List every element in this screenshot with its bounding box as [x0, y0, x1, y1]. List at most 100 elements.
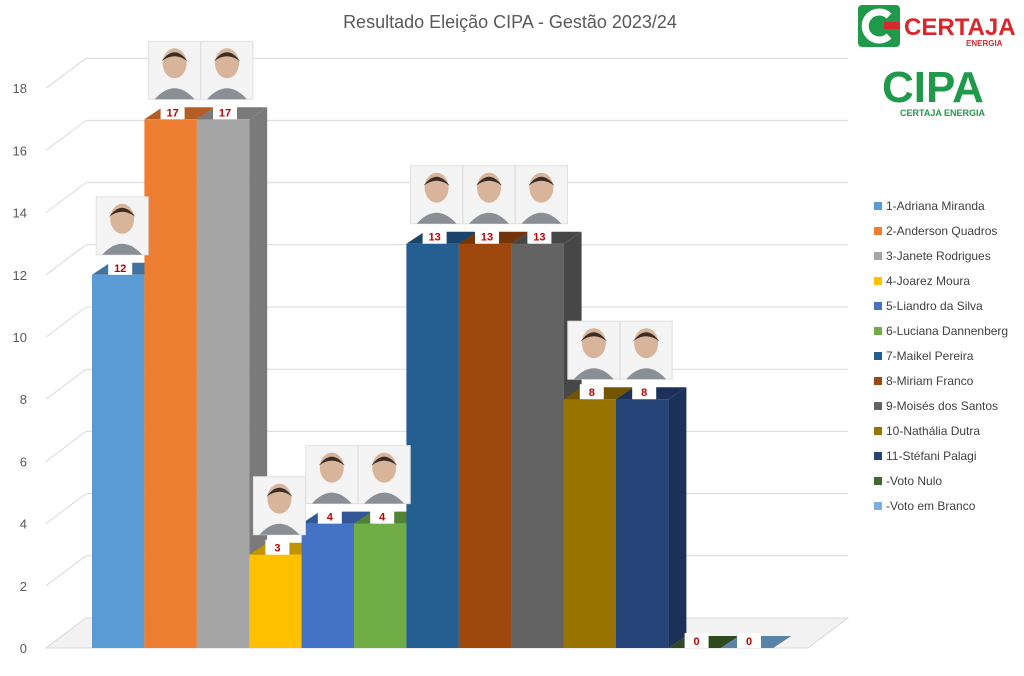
bar-front [196, 119, 250, 649]
data-label-text: 3 [274, 543, 280, 555]
data-label: 13 [422, 228, 447, 244]
gridline-diag [45, 306, 87, 338]
data-label-bg [317, 508, 342, 524]
legend-swatch [874, 476, 882, 485]
y-tick-label: 18 [13, 81, 27, 96]
data-label-bg [527, 228, 552, 244]
y-tick-label: 2 [20, 579, 27, 594]
y-tick-label: 12 [13, 268, 27, 283]
legend-item: 8-Miriam Franco [874, 373, 1008, 398]
legend-item: 3-Janete Rodrigues [874, 248, 1008, 273]
bar-front [92, 274, 145, 648]
data-label: 0 [737, 633, 761, 648]
legend-item: 2-Anderson Quadros [874, 223, 1008, 248]
legend-label: 4-Joarez Moura [886, 273, 971, 288]
y-axis: 0 2 4 6 8 10 12 14 16 18 [13, 81, 27, 656]
photo-hair [633, 332, 660, 342]
y-tick-label: 10 [13, 330, 27, 345]
y-tick-label: 16 [13, 143, 27, 158]
certaja-logo: CERTAJA ENERGIA [858, 5, 1016, 48]
legend-label: 7-Maikel Pereira [886, 348, 974, 363]
data-label-bg [213, 104, 237, 120]
certaja-logo-text: CERTAJA [904, 14, 1016, 41]
data-label-text: 13 [481, 232, 493, 244]
cipa-logo-sub: CERTAJA ENERGIA [900, 108, 986, 118]
cipa-logo: CIPA CERTAJA ENERGIA [882, 63, 986, 118]
data-label-bg [475, 228, 499, 244]
legend-item: 11-Stéfani Palagi [874, 448, 1008, 473]
photo-shoulders [259, 523, 300, 535]
bar-front [511, 243, 564, 648]
legend-swatch [874, 251, 882, 260]
photo-hair [476, 176, 502, 186]
legend-label: 5-Liandro da Silva [886, 298, 983, 313]
y-tick-label: 6 [20, 454, 27, 469]
y-tick-label: 0 [20, 641, 27, 656]
cipa-logo-text: CIPA [882, 63, 984, 112]
bar-front [354, 523, 407, 648]
legend-item: 6-Luciana Dannenberg [874, 323, 1008, 348]
candidate-photo [305, 445, 359, 505]
data-label-text: 8 [589, 387, 595, 399]
photo-shoulders [626, 368, 667, 380]
data-label: 17 [160, 104, 185, 120]
candidate-photo [95, 196, 149, 256]
legend-swatch [874, 226, 882, 235]
legend-item: 5-Liandro da Silva [874, 298, 1008, 323]
bar [616, 387, 687, 648]
photo-shoulders [521, 212, 562, 224]
gridline-diag [45, 368, 87, 400]
bar-side [668, 387, 687, 648]
data-label: 12 [108, 259, 133, 275]
y-tick-label: 4 [20, 517, 27, 532]
data-label: 13 [527, 228, 552, 244]
legend-item: 4-Joarez Moura [874, 273, 1008, 298]
data-label-text: 0 [694, 636, 700, 648]
data-label: 17 [213, 104, 237, 120]
photo-hair [423, 176, 450, 186]
bar-front [301, 523, 354, 648]
legend-item: -Voto Nulo [874, 473, 1008, 498]
data-label-bg [737, 633, 761, 648]
photo-shoulders [154, 88, 195, 100]
photo-hair [528, 176, 555, 186]
data-label-text: 12 [114, 263, 126, 275]
bar-front [406, 243, 459, 648]
photo-shoulders [416, 212, 457, 224]
photo-hair [371, 456, 398, 466]
data-label-text: 13 [533, 232, 545, 244]
legend-label: 3-Janete Rodrigues [886, 248, 991, 263]
data-label-bg [684, 633, 709, 648]
legend-label: 10-Nathália Dutra [886, 423, 981, 438]
legend-item: 10-Nathália Dutra [874, 423, 1008, 448]
photo-hair [580, 332, 607, 342]
data-label-text: 8 [641, 387, 647, 399]
candidate-photo [619, 320, 673, 380]
gridline-diag [45, 430, 87, 462]
photo-hair [214, 52, 240, 62]
legend-swatch [874, 276, 882, 285]
y-tick-label: 14 [13, 206, 27, 221]
data-label-text: 4 [327, 512, 334, 524]
candidate-photo [357, 445, 411, 505]
photo-hair [109, 207, 136, 217]
legend-label: 6-Luciana Dannenberg [886, 323, 1009, 338]
chart-title: Resultado Eleição CIPA - Gestão 2023/24 [343, 12, 677, 32]
data-label-bg [632, 384, 657, 400]
candidate-photo [148, 40, 202, 100]
bar-front [249, 554, 302, 648]
legend-swatch [874, 201, 882, 210]
gridline-diag [45, 120, 87, 151]
data-label-bg [108, 259, 133, 275]
legend-label: 2-Anderson Quadros [886, 223, 998, 238]
gridline-diag [45, 555, 87, 587]
photo-shoulders [207, 88, 247, 100]
legend: 1-Adriana Miranda 2-Anderson Quadros 3-Jan… [874, 198, 1008, 523]
photo-shoulders [469, 212, 509, 224]
candidate-photo [462, 165, 516, 225]
data-label: 0 [684, 633, 709, 648]
certaja-logo-sub: ENERGIA [966, 39, 1003, 48]
legend-swatch [874, 426, 882, 435]
data-label-text: 0 [746, 636, 752, 648]
